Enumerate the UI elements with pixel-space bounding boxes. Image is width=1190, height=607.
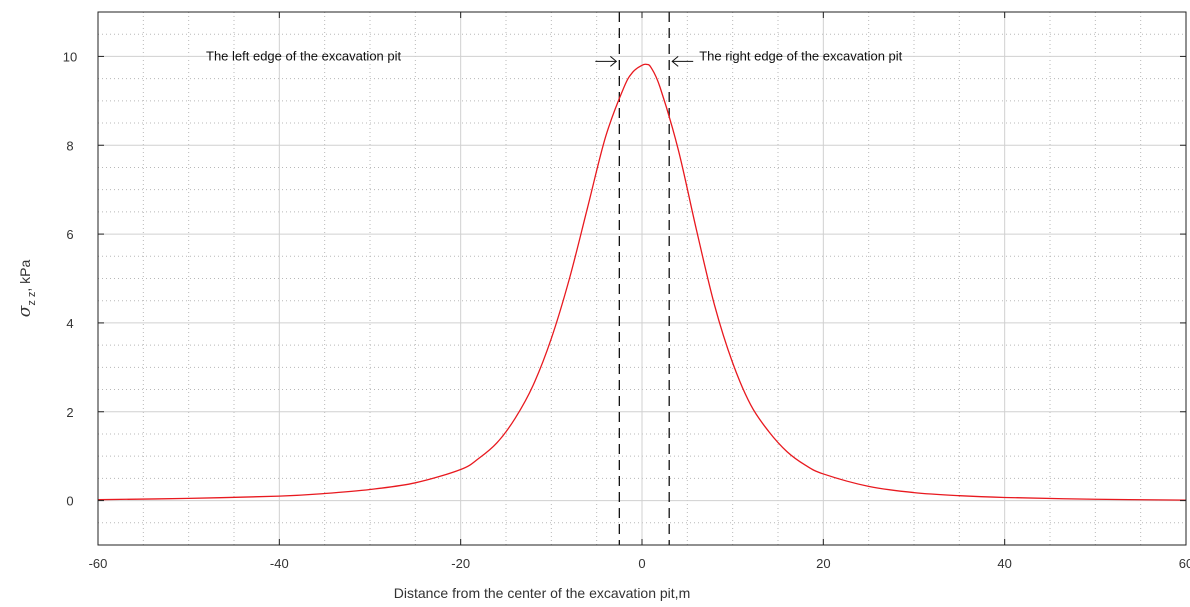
x-tick-label: 60 — [1179, 556, 1190, 571]
y-tick-label: 6 — [66, 227, 73, 242]
x-tick-label: 40 — [997, 556, 1011, 571]
edge-arrows — [595, 56, 694, 67]
x-axis-label: Distance from the center of the excavati… — [394, 585, 690, 601]
x-tick-label: -60 — [89, 556, 108, 571]
y-axis-subscript: z z — [26, 292, 38, 306]
x-tick-label: -40 — [270, 556, 289, 571]
major-grid — [98, 12, 1186, 545]
x-tick-label: 0 — [638, 556, 645, 571]
y-axis-unit: , kPa — [17, 260, 33, 292]
y-tick-label: 0 — [66, 494, 73, 509]
pit-edge-lines — [618, 12, 670, 545]
y-axis-label: σz z, kPa — [15, 260, 38, 318]
x-tick-label: -20 — [451, 556, 470, 571]
tick-labels: -60 -40 -20 0 20 40 60 0 2 4 6 8 10 — [63, 49, 1190, 571]
y-tick-label: 4 — [66, 316, 73, 331]
y-axis-symbol: σ — [15, 305, 35, 317]
y-tick-label: 2 — [66, 405, 73, 420]
x-tick-label: 20 — [816, 556, 830, 571]
y-tick-label: 8 — [66, 138, 73, 153]
y-tick-label: 10 — [63, 49, 77, 64]
left-arrow-head — [610, 56, 618, 67]
right-arrow-head — [671, 56, 679, 67]
plot-frame — [97, 11, 1187, 546]
left-edge-label: The left edge of the excavation pit — [206, 48, 402, 63]
series-layer — [97, 63, 1187, 501]
series-line-0 — [97, 63, 1187, 501]
right-edge-label: The right edge of the excavation pit — [699, 48, 902, 63]
